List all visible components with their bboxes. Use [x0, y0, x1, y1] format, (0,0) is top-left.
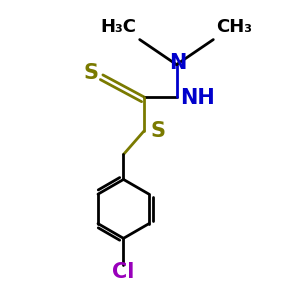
Text: H₃C: H₃C	[101, 18, 137, 36]
Text: CH₃: CH₃	[216, 18, 252, 36]
Text: S: S	[83, 63, 98, 83]
Text: Cl: Cl	[112, 262, 135, 282]
Text: S: S	[150, 121, 165, 141]
Text: NH: NH	[180, 88, 215, 109]
Text: N: N	[169, 53, 187, 73]
